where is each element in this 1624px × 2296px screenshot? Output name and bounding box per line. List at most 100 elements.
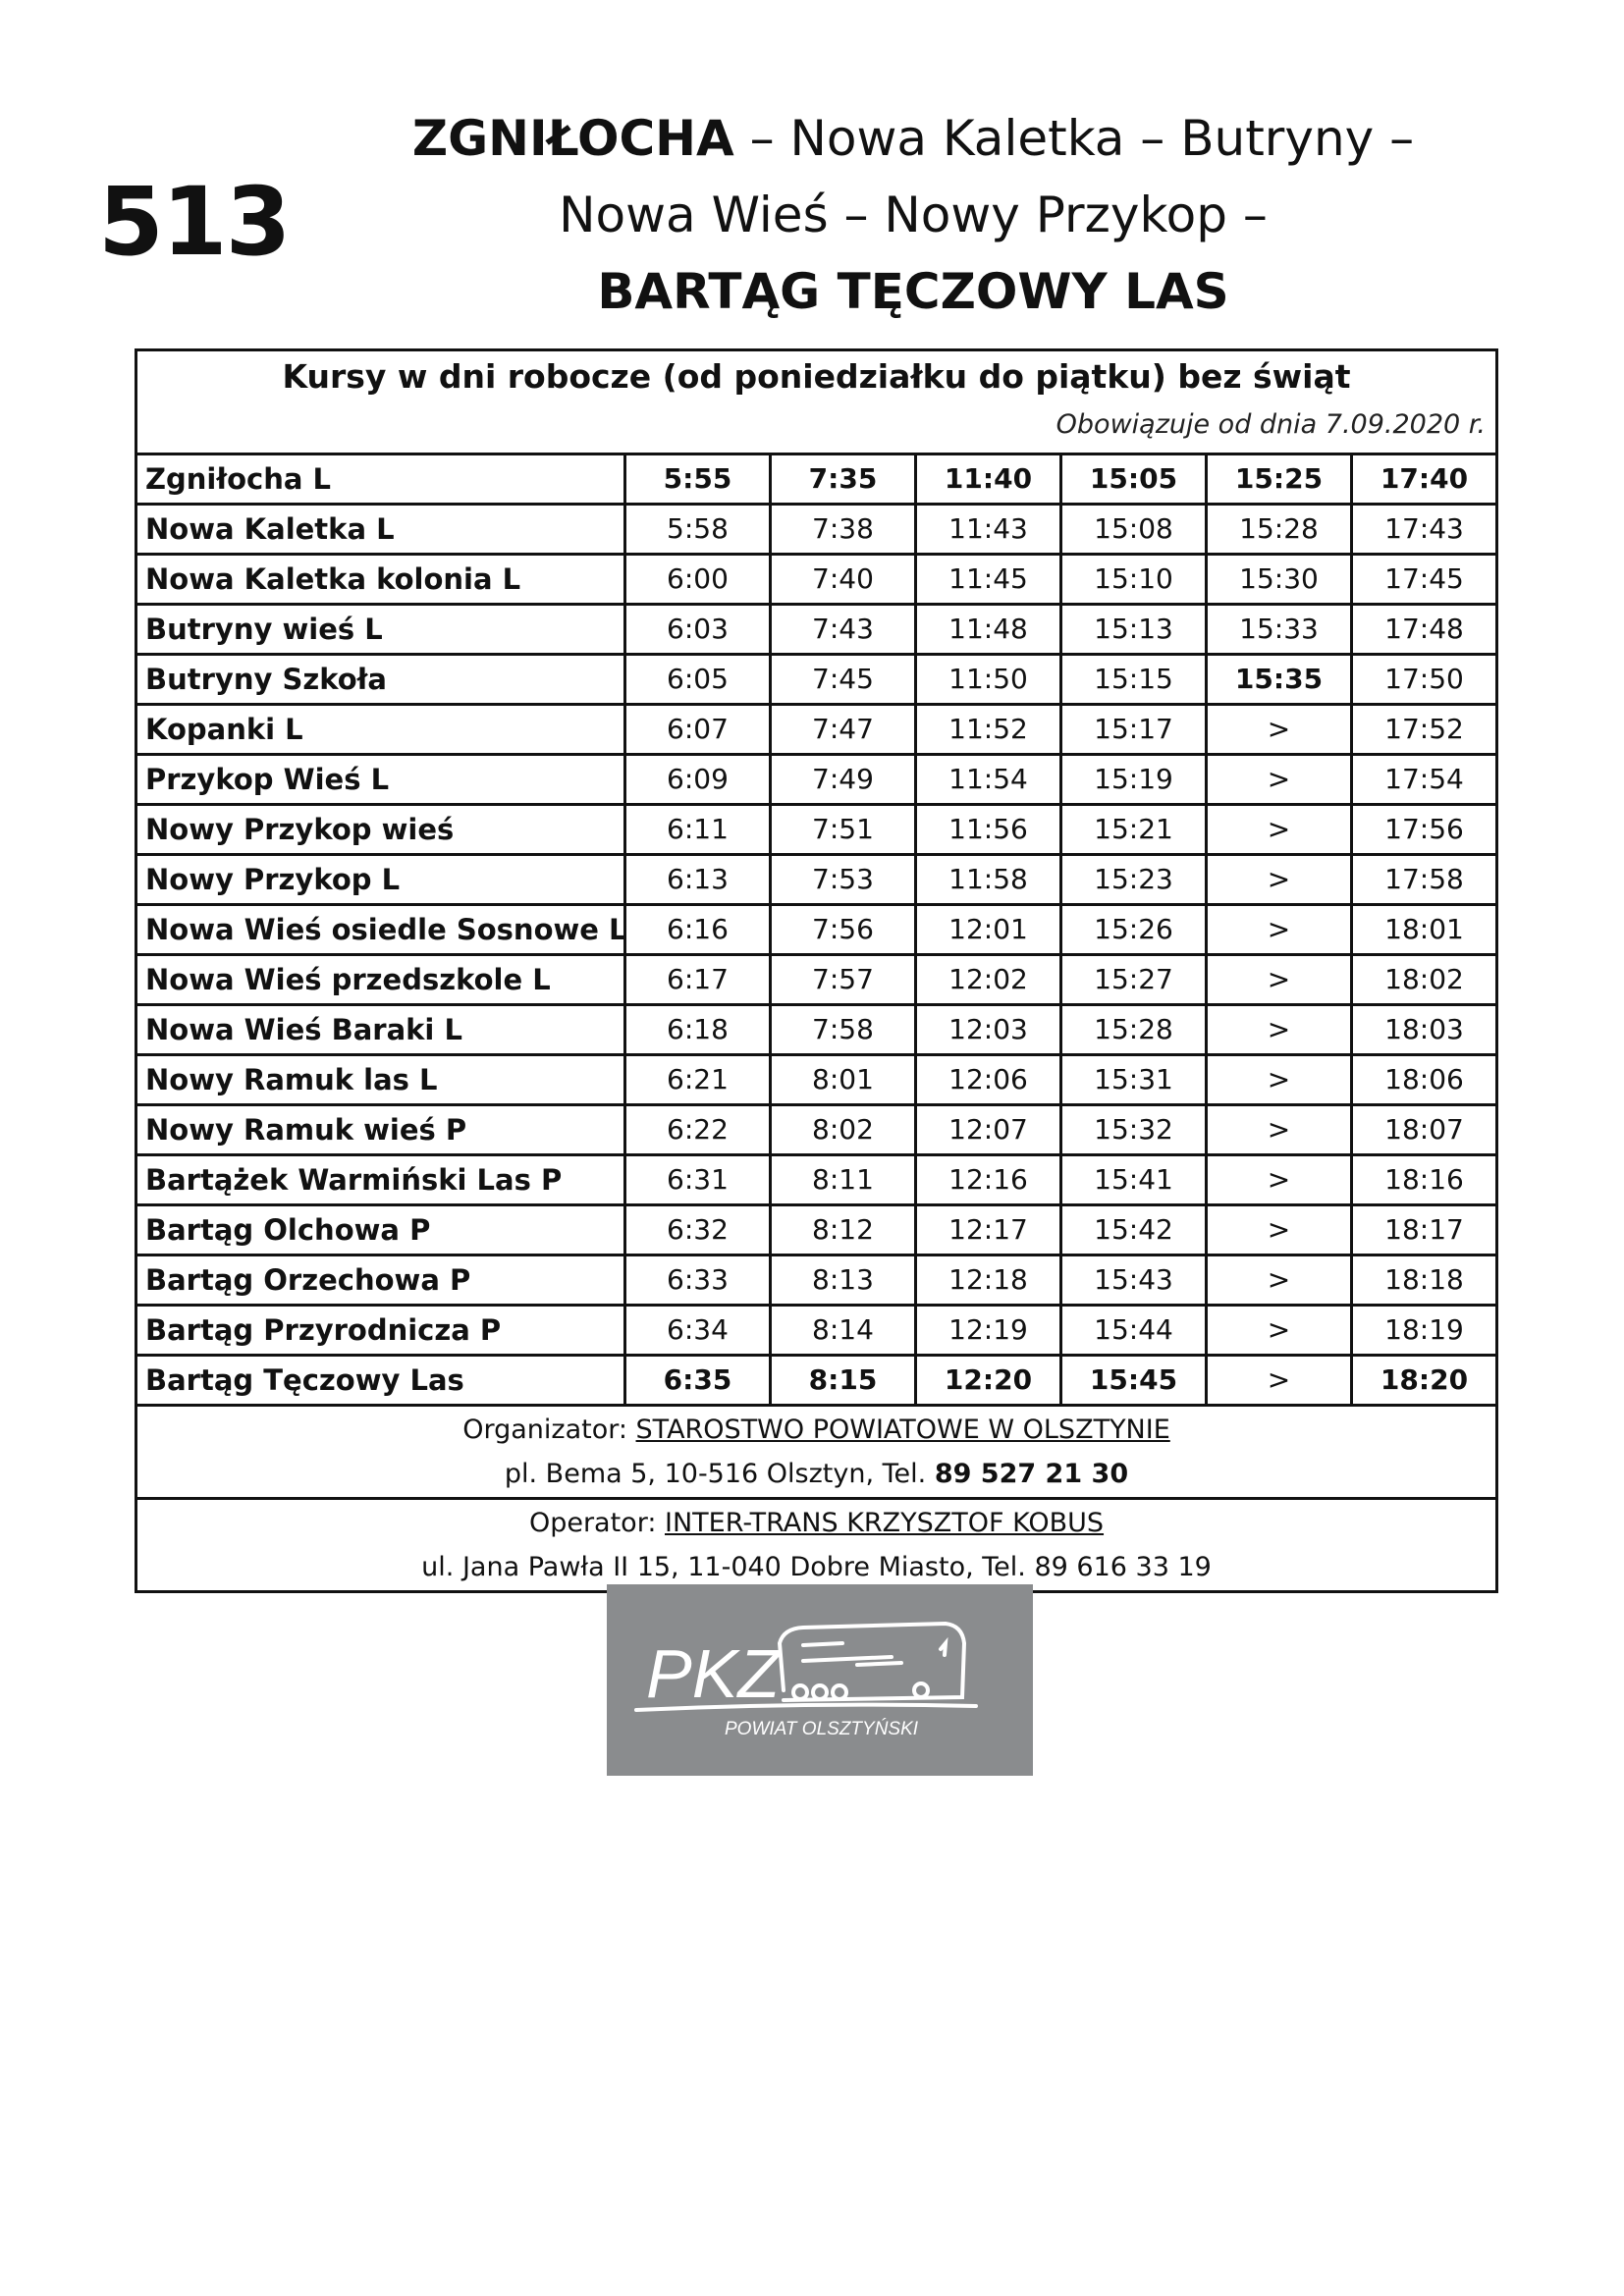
- organizer-name: STAROSTWO POWIATOWE W OLSZTYNIE: [635, 1415, 1170, 1445]
- departure-time: 6:32: [626, 1206, 772, 1254]
- departure-time: 15:26: [1062, 906, 1208, 953]
- stop-name: Nowy Ramuk wieś P: [137, 1106, 626, 1153]
- route-destination: BARTĄG TĘCZOWY LAS: [597, 263, 1229, 320]
- table-row: Kopanki L 6:07 7:47 11:52 15:17 >17:52: [137, 706, 1495, 756]
- departure-time: 8:13: [772, 1256, 917, 1304]
- departure-time: 15:42: [1062, 1206, 1208, 1254]
- organizer-label: Organizator:: [462, 1415, 636, 1445]
- departure-time: 15:27: [1062, 956, 1208, 1003]
- departure-time: 7:45: [772, 656, 917, 703]
- departure-time: 5:58: [626, 506, 772, 553]
- departure-time: 7:49: [772, 756, 917, 803]
- departure-time: >: [1208, 1156, 1353, 1203]
- departure-time: 6:21: [626, 1056, 772, 1103]
- departure-time: 7:57: [772, 956, 917, 1003]
- departure-time: 8:01: [772, 1056, 917, 1103]
- departure-time: 6:18: [626, 1006, 772, 1053]
- departure-time: 17:50: [1384, 663, 1464, 695]
- departure-time: 18:17: [1384, 1213, 1464, 1246]
- departure-time: 15:21: [1062, 806, 1208, 853]
- departure-time: 5:55: [626, 455, 772, 503]
- departure-time: >: [1208, 706, 1353, 753]
- departure-time: 6:09: [626, 756, 772, 803]
- departure-time: >: [1208, 1006, 1353, 1053]
- departure-time: 15:17: [1062, 706, 1208, 753]
- departure-time: 17:56: [1384, 813, 1464, 845]
- timetable-heading: Kursy w dni robocze (od poniedziałku do …: [282, 357, 1351, 396]
- stop-name: Nowa Wieś przedszkole L: [137, 956, 626, 1003]
- departure-time: 7:40: [772, 556, 917, 603]
- departure-time: 17:52: [1384, 713, 1464, 745]
- departure-time: 17:40: [1380, 462, 1469, 495]
- departure-time: 18:18: [1384, 1263, 1464, 1296]
- departure-time: 6:03: [626, 606, 772, 653]
- table-row: Nowa Wieś Baraki L 6:18 7:58 12:03 15:28 >18:…: [137, 1006, 1495, 1056]
- departure-time: 12:02: [917, 956, 1062, 1003]
- stop-name: Nowa Wieś osiedle Sosnowe L: [137, 906, 626, 953]
- departure-time: 15:32: [1062, 1106, 1208, 1153]
- departure-time: 6:22: [626, 1106, 772, 1153]
- departure-time: >: [1208, 856, 1353, 903]
- departure-time: >: [1208, 1056, 1353, 1103]
- departure-time: 18:20: [1380, 1363, 1469, 1396]
- table-row: Zgniłocha L 5:55 7:35 11:40 15:05 15:25 17:40: [137, 455, 1495, 506]
- departure-time: 11:48: [917, 606, 1062, 653]
- departure-time: 18:07: [1384, 1113, 1464, 1146]
- departure-time: 17:48: [1384, 613, 1464, 645]
- departure-time: 8:15: [772, 1357, 917, 1404]
- departure-time: 15:44: [1062, 1307, 1208, 1354]
- departure-time: 18:01: [1384, 913, 1464, 945]
- timetable: Kursy w dni robocze (od poniedziałku do …: [135, 348, 1498, 1593]
- departure-time: 11:58: [917, 856, 1062, 903]
- departure-time: >: [1208, 1106, 1353, 1153]
- departure-time: 7:53: [772, 856, 917, 903]
- departure-time: 11:43: [917, 506, 1062, 553]
- table-row: Bartąg Olchowa P 6:32 8:12 12:17 15:42 >18:17: [137, 1206, 1495, 1256]
- pkz-logo: PKZ POWIAT OLSZTYŃSKI: [607, 1584, 1033, 1776]
- stop-name: Nowy Ramuk las L: [137, 1056, 626, 1103]
- departure-time: 18:03: [1384, 1013, 1464, 1045]
- stop-name: Butryny Szkoła: [137, 656, 626, 703]
- table-row: Nowy Przykop wieś 6:11 7:51 11:56 15:21 >17:5…: [137, 806, 1495, 856]
- stop-name: Zgniłocha L: [137, 455, 626, 503]
- table-row: Butryny Szkoła 6:05 7:45 11:50 15:15 15:35 17:…: [137, 656, 1495, 706]
- departure-time: 6:31: [626, 1156, 772, 1203]
- valid-from: Obowiązuje od dnia 7.09.2020 r.: [1056, 409, 1486, 440]
- departure-time: >: [1208, 1307, 1353, 1354]
- stop-name: Bartąg Orzechowa P: [137, 1256, 626, 1304]
- departure-time: 7:35: [772, 455, 917, 503]
- departure-time: 8:02: [772, 1106, 917, 1153]
- departure-time: 6:34: [626, 1307, 772, 1354]
- departure-time: 15:19: [1062, 756, 1208, 803]
- departure-time: 11:50: [917, 656, 1062, 703]
- departure-time: 15:25: [1208, 455, 1353, 503]
- organizer-phone: 89 527 21 30: [934, 1459, 1129, 1489]
- departure-time: 6:11: [626, 806, 772, 853]
- route-title-line1: ZGNIŁOCHA – Nowa Kaletka – Butryny –: [324, 100, 1502, 177]
- departure-time: 11:40: [917, 455, 1062, 503]
- route-title-line2: Nowa Wieś – Nowy Przykop –: [559, 187, 1268, 243]
- route-via: – Nowa Kaletka – Butryny –: [733, 110, 1415, 167]
- departure-time: >: [1208, 906, 1353, 953]
- departure-time: 8:12: [772, 1206, 917, 1254]
- departure-time: 15:43: [1062, 1256, 1208, 1304]
- departure-time: 11:45: [917, 556, 1062, 603]
- departure-time: 7:51: [772, 806, 917, 853]
- departure-time: 7:58: [772, 1006, 917, 1053]
- stop-name: Bartąg Tęczowy Las: [137, 1357, 626, 1404]
- departure-time: 15:08: [1062, 506, 1208, 553]
- stop-name: Przykop Wieś L: [137, 756, 626, 803]
- departure-time: 15:33: [1208, 606, 1353, 653]
- operator-label: Operator:: [528, 1508, 665, 1538]
- departure-time: 6:13: [626, 856, 772, 903]
- stop-name: Butryny wieś L: [137, 606, 626, 653]
- departure-time: >: [1208, 1357, 1353, 1404]
- departure-time: 18:02: [1384, 963, 1464, 995]
- departure-time: 6:33: [626, 1256, 772, 1304]
- organizer-info: Organizator: STAROSTWO POWIATOWE W OLSZT…: [137, 1407, 1495, 1497]
- departure-time: 12:16: [917, 1156, 1062, 1203]
- departure-time: 15:28: [1208, 506, 1353, 553]
- departure-time: 12:06: [917, 1056, 1062, 1103]
- departure-time: 15:10: [1062, 556, 1208, 603]
- departure-time: 12:17: [917, 1206, 1062, 1254]
